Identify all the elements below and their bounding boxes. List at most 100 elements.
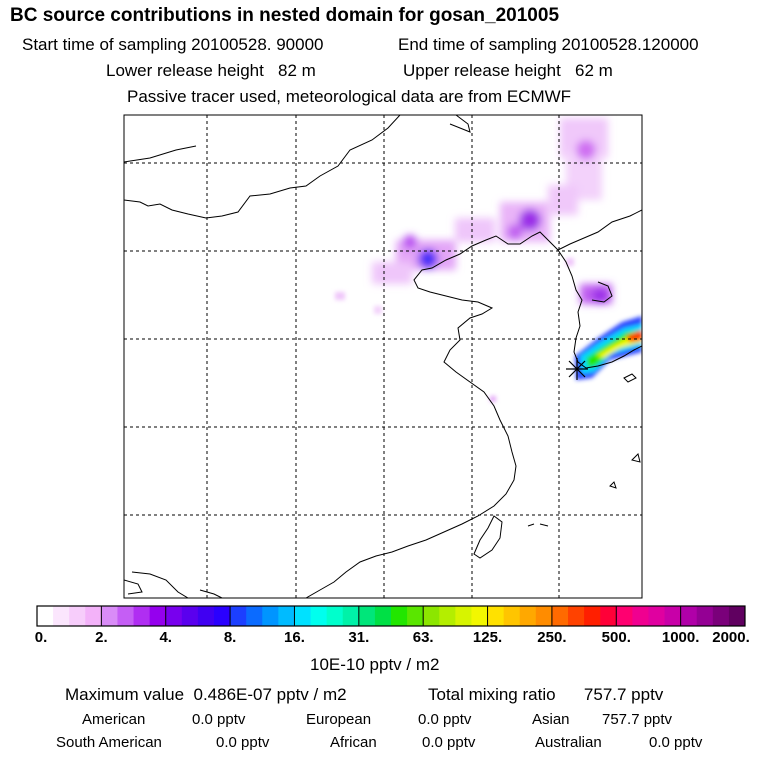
region-american-label: American	[82, 711, 146, 728]
region-american-value: 0.0 pptv	[192, 711, 246, 728]
receptor-star-icon	[566, 358, 588, 380]
colorbar-tick-label: 1000.	[661, 629, 700, 646]
end-time-value: 20100528.120000	[561, 35, 699, 54]
colorbar-cell	[262, 606, 279, 626]
colorbar-cell	[133, 606, 151, 626]
colorbar-cell	[391, 606, 408, 626]
max-label: Maximum value	[65, 685, 185, 704]
colorbar-cell	[342, 606, 360, 626]
region-european-label: European	[306, 711, 372, 728]
colorbar-cell	[600, 606, 617, 626]
colorbar-cell	[519, 606, 537, 626]
colorbar-cell	[117, 606, 135, 626]
lower-release-height: Lower release height 82 m	[106, 62, 316, 79]
end-time-label: End time of sampling	[398, 35, 557, 54]
colorbar-cell	[149, 606, 167, 626]
colorbar-tick-label: 63.	[412, 629, 434, 646]
colorbar-cell	[696, 606, 714, 626]
plume-small	[335, 258, 574, 402]
total-value: 757.7 pptv	[583, 685, 664, 704]
colorbar-cell	[246, 606, 263, 626]
colorbar-tick-label: 31.	[348, 629, 370, 646]
colorbar-frame	[36, 605, 746, 627]
max-value: 0.486E-07 pptv / m2	[193, 685, 347, 704]
colorbar-cell	[69, 606, 86, 626]
tracer-note: Passive tracer used, meteorological data…	[127, 87, 572, 106]
colorbar-cell	[551, 606, 569, 626]
map-frame	[123, 114, 643, 599]
colorbar-cell	[503, 606, 521, 626]
colorbar-cell	[712, 606, 730, 626]
region-south-american-label: South American	[56, 734, 162, 751]
colorbar-cell	[101, 606, 118, 626]
colorbar-cell	[535, 606, 553, 626]
colorbar-cell	[37, 606, 54, 626]
colorbar-cell	[680, 606, 698, 626]
colorbar-cell	[648, 606, 666, 626]
region-australian-value: 0.0 pptv	[649, 734, 703, 751]
region-south-american-value: 0.0 pptv	[216, 734, 270, 751]
colorbar-cell	[407, 606, 424, 626]
region-asian-value: 757.7 pptv	[602, 711, 673, 728]
colorbar-cell	[728, 606, 746, 626]
colorbar-cell	[616, 606, 633, 626]
coastlines	[124, 115, 642, 598]
lower-release-value: 82 m	[278, 61, 316, 80]
figure-title: BC source contributions in nested domain…	[10, 5, 560, 26]
colorbar-cell	[326, 606, 344, 626]
colorbar-tick-label: 0.	[34, 629, 48, 646]
colorbar-cell	[471, 606, 489, 626]
colorbar-tick-label: 125.	[472, 629, 503, 646]
colorbar-cell	[584, 606, 601, 626]
colorbar-cell	[214, 606, 231, 626]
start-time-label: Start time of sampling	[22, 35, 187, 54]
colorbar-cell	[230, 606, 247, 626]
concentration-field	[335, 118, 642, 402]
start-time-value: 20100528. 90000	[191, 35, 324, 54]
colorbar-tick-label: 500.	[601, 629, 631, 646]
region-african-label: African	[330, 734, 377, 751]
plume-north	[548, 118, 608, 215]
colorbar-cell	[455, 606, 472, 626]
plume-korea	[580, 284, 612, 304]
colorbar-tick-label: 16.	[284, 629, 305, 646]
region-african-value: 0.0 pptv	[422, 734, 476, 751]
upper-release-height: Upper release height 62 m	[403, 62, 613, 79]
colorbar-cell	[181, 606, 199, 626]
colorbar-cell	[423, 606, 440, 626]
lower-release-label: Lower release height	[106, 61, 264, 80]
colorbar-cell	[197, 606, 215, 626]
colorbar-cell	[310, 606, 328, 626]
colorbar-cell	[294, 606, 312, 626]
colorbar-cell	[632, 606, 649, 626]
colorbar-cell	[85, 606, 102, 626]
colorbar-cell	[358, 606, 376, 626]
region-european-value: 0.0 pptv	[418, 711, 472, 728]
colorbar-tick-label: 8.	[223, 629, 237, 646]
colorbar-tick-label: 250.	[537, 629, 567, 646]
upper-release-value: 62 m	[575, 61, 613, 80]
colorbar-cell	[664, 606, 682, 626]
colorbar-cell	[278, 606, 295, 626]
region-australian-label: Australian	[535, 734, 602, 751]
colorbar-tick-label: 2000.	[712, 629, 750, 646]
start-time: Start time of sampling 20100528. 90000	[22, 36, 324, 53]
colorbar-cell	[487, 606, 505, 626]
colorbar-cell	[53, 606, 70, 626]
graticule	[124, 115, 642, 598]
colorbar-tick-label: 2.	[95, 629, 108, 646]
end-time: End time of sampling 20100528.120000	[398, 36, 699, 53]
plume-liaoning	[455, 202, 550, 242]
colorbar-tick-label: 4.	[159, 629, 172, 646]
plume-beijing	[372, 235, 456, 284]
colorbar-cell	[568, 606, 585, 626]
total-label: Total mixing ratio	[428, 685, 556, 704]
colorbar-cell	[165, 606, 183, 626]
maximum-value: Maximum value 0.486E-07 pptv / m2	[65, 686, 347, 703]
colorbar-cell	[374, 606, 392, 626]
colorbar-cell	[439, 606, 456, 626]
total-mixing-ratio: Total mixing ratio 757.7 pptv	[428, 686, 663, 703]
colorbar-units: 10E-10 pptv / m2	[310, 655, 440, 674]
